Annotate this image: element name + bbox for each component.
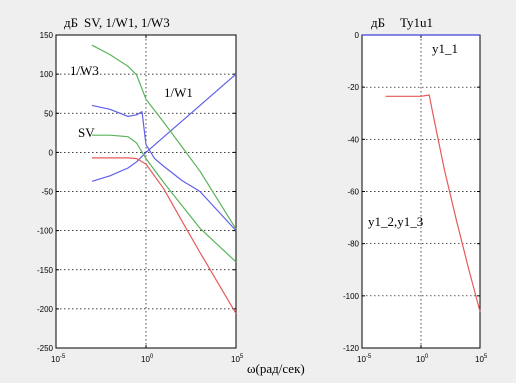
y-tick-label: -100 (37, 227, 54, 236)
y-tick-label: -20 (347, 83, 359, 92)
series-line-2 (385, 94, 481, 312)
y-tick-label: -120 (343, 344, 360, 353)
y-tick-label: -250 (37, 344, 54, 353)
annotation-1-w1: 1/W1 (164, 85, 193, 100)
y-tick-label: -80 (347, 240, 359, 249)
right-series (362, 34, 481, 312)
x-axis-label: ω(рад/сек) (247, 361, 305, 376)
annotation-sv: SV (78, 125, 95, 140)
x-tick-base: 10 (475, 355, 484, 364)
series-line-5 (92, 157, 237, 314)
right-grid (362, 35, 480, 348)
y-tick-label: -50 (41, 188, 53, 197)
right-ylabel-unit: дБ (371, 15, 385, 30)
left-title: SV, 1/W1, 1/W3 (84, 15, 170, 30)
x-tick-label: 10-5 (357, 354, 372, 364)
y-tick-label: -40 (347, 135, 359, 144)
annotation-y1-1: y1_1 (432, 41, 458, 56)
right-title: Ty1u1 (400, 15, 433, 30)
x-tick-label: 105 (231, 354, 244, 364)
y-tick-label: -100 (343, 292, 360, 301)
x-tick-exponent: 0 (150, 354, 154, 360)
x-tick-base: 10 (357, 355, 366, 364)
y-tick-label: 0 (355, 31, 360, 40)
x-tick-label: 10-5 (51, 354, 66, 364)
y-tick-label: 50 (44, 109, 53, 118)
x-tick-exponent: -5 (366, 354, 372, 360)
left-grid (56, 35, 236, 348)
series-line-3 (91, 44, 237, 230)
x-tick-label: 100 (141, 354, 154, 364)
x-tick-base: 10 (141, 355, 150, 364)
x-tick-exponent: 0 (425, 354, 429, 360)
y-tick-label: 150 (40, 31, 54, 40)
annotation-1-w3: 1/W3 (70, 63, 99, 78)
left-ylabel-unit: дБ (64, 15, 78, 30)
x-tick-base: 10 (231, 355, 240, 364)
y-tick-label: -150 (37, 266, 54, 275)
annotation-y1-2-y1-3: y1_2,y1_3 (368, 214, 423, 229)
y-tick-label: 0 (49, 148, 54, 157)
series-line-2 (91, 73, 237, 182)
series-line-4 (92, 134, 237, 263)
left-series (91, 44, 237, 314)
y-tick-label: 100 (40, 70, 54, 79)
x-tick-exponent: -5 (60, 354, 66, 360)
y-tick-label: -60 (347, 188, 359, 197)
x-tick-exponent: 5 (240, 354, 244, 360)
x-tick-label: 105 (475, 354, 488, 364)
x-tick-base: 10 (416, 355, 425, 364)
series-line-1 (91, 104, 237, 232)
x-tick-base: 10 (51, 355, 60, 364)
x-tick-label: 100 (416, 354, 429, 364)
x-tick-exponent: 5 (484, 354, 488, 360)
y-tick-label: -200 (37, 305, 54, 314)
